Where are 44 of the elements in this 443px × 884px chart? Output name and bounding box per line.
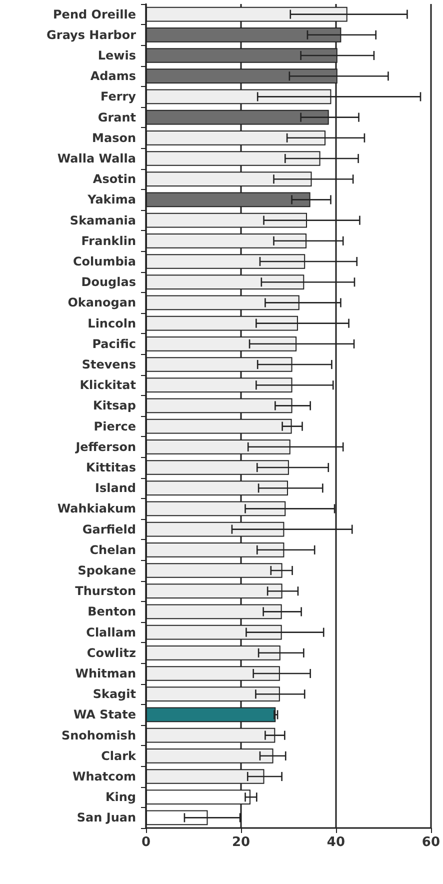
y-tick-label: Clark bbox=[101, 748, 138, 763]
y-tick-label: Okanogan bbox=[68, 296, 136, 310]
y-tick-label: Snohomish bbox=[61, 728, 136, 742]
y-tick-label: Whatcom bbox=[72, 770, 136, 784]
y-tick-label: Pierce bbox=[94, 419, 136, 434]
y-tick-label: Pacific bbox=[92, 336, 136, 351]
y-tick-label: Clallam bbox=[86, 625, 136, 640]
y-tick-label: Jefferson bbox=[74, 440, 136, 454]
y-tick-label: Yakima bbox=[86, 192, 136, 207]
y-tick-label: San Juan bbox=[76, 810, 136, 825]
y-tick-label: Asotin bbox=[92, 172, 136, 186]
y-tick-label: Columbia bbox=[72, 254, 136, 268]
y-tick-label: WA State bbox=[73, 708, 136, 722]
x-tick-label: 0 bbox=[141, 835, 151, 850]
y-tick-label: Pend Oreille bbox=[53, 7, 136, 22]
y-tick-label: Lewis bbox=[98, 48, 136, 62]
y-tick-label: Island bbox=[95, 481, 136, 496]
x-tick-label: 20 bbox=[232, 835, 250, 850]
y-tick-label: Garfield bbox=[82, 522, 136, 536]
y-tick-label: Spokane bbox=[78, 564, 136, 578]
y-tick-label: Whitman bbox=[75, 666, 136, 680]
x-tick-label: 40 bbox=[326, 835, 346, 850]
y-tick-label: Franklin bbox=[81, 234, 136, 248]
y-tick-label: Chelan bbox=[90, 542, 136, 557]
y-tick-label: King bbox=[105, 790, 136, 804]
y-tick-label: Stevens bbox=[82, 358, 136, 372]
y-tick-label: Lincoln bbox=[88, 316, 136, 330]
y-tick-label: Grant bbox=[98, 110, 136, 124]
y-tick-label: Douglas bbox=[81, 275, 136, 290]
y-tick-label: Ferry bbox=[100, 90, 136, 104]
y-tick-label: Grays Harbor bbox=[46, 28, 136, 42]
y-tick-label: Skamania bbox=[70, 213, 136, 228]
y-tick-label: Kitsap bbox=[93, 398, 136, 413]
y-tick-label: Wahkiakum bbox=[57, 502, 136, 516]
y-tick-label: Walla Walla bbox=[57, 152, 136, 166]
y-tick-label: Adams bbox=[90, 69, 136, 84]
y-tick-label: Kittitas bbox=[86, 460, 136, 474]
x-tick-label: 60 bbox=[422, 835, 440, 850]
y-tick-label: Skagit bbox=[92, 687, 136, 702]
y-tick-label: Benton bbox=[88, 604, 136, 619]
y-tick-label: Cowlitz bbox=[86, 646, 136, 660]
y-tick-label: Thurston bbox=[75, 584, 136, 598]
y-tick-label: Klickitat bbox=[80, 378, 136, 392]
y-tick-label: Mason bbox=[92, 130, 136, 145]
